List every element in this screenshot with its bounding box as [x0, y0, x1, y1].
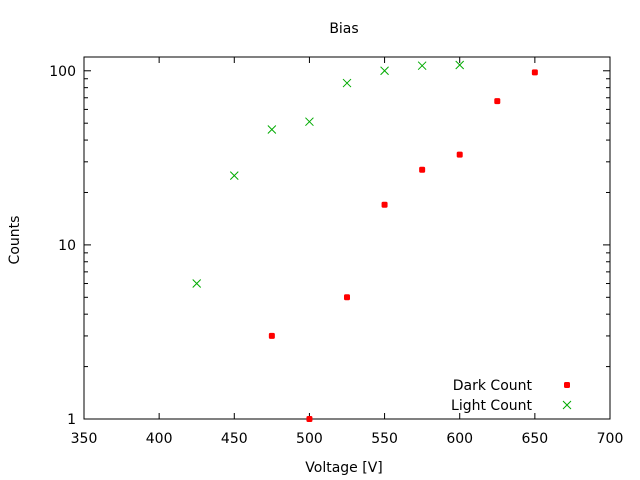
dark-count-point [268, 332, 275, 339]
dark-count-point [531, 69, 538, 76]
x-tick-label: 450 [221, 431, 248, 447]
legend-dark-count-marker [564, 382, 570, 388]
plot-frame [83, 56, 611, 420]
light-count-point [380, 66, 389, 76]
y-axis: 1 10 100 [49, 64, 610, 428]
y-tick-label: 100 [49, 64, 76, 80]
y-axis-label: Counts [7, 216, 23, 265]
light-count-point [305, 117, 314, 127]
dark-count-point [306, 416, 313, 422]
light-count-point [455, 60, 465, 70]
data-points [192, 60, 538, 422]
legend: Dark Count Light Count [451, 378, 572, 414]
x-tick-label: 650 [521, 431, 548, 447]
dark-count-point [419, 166, 426, 173]
light-count-point [229, 171, 239, 180]
y-tick-label: 1 [67, 412, 76, 428]
light-count-point [192, 279, 202, 288]
dark-count-point [494, 98, 501, 105]
x-tick-label: 600 [446, 431, 473, 447]
legend-label: Dark Count [453, 378, 533, 394]
x-tick-label: 350 [71, 431, 98, 447]
x-tick-label: 500 [296, 431, 323, 447]
legend-light-count-marker [562, 400, 572, 410]
x-tick-label: 550 [371, 431, 398, 447]
dark-count-point [456, 151, 463, 158]
chart-title: Bias [329, 21, 358, 37]
light-count-point [417, 61, 427, 71]
light-count-point [267, 125, 277, 134]
legend-label: Light Count [451, 398, 532, 414]
x-tick-label: 700 [597, 431, 624, 447]
dark-count-point [381, 201, 388, 208]
x-axis: 350 400 450 500 550 600 650 700 [71, 57, 624, 447]
x-tick-label: 400 [146, 431, 173, 447]
x-axis-label: Voltage [V] [305, 460, 382, 476]
dark-count-point [344, 294, 350, 301]
light-count-point [342, 78, 352, 88]
y-tick-label: 10 [58, 238, 76, 254]
